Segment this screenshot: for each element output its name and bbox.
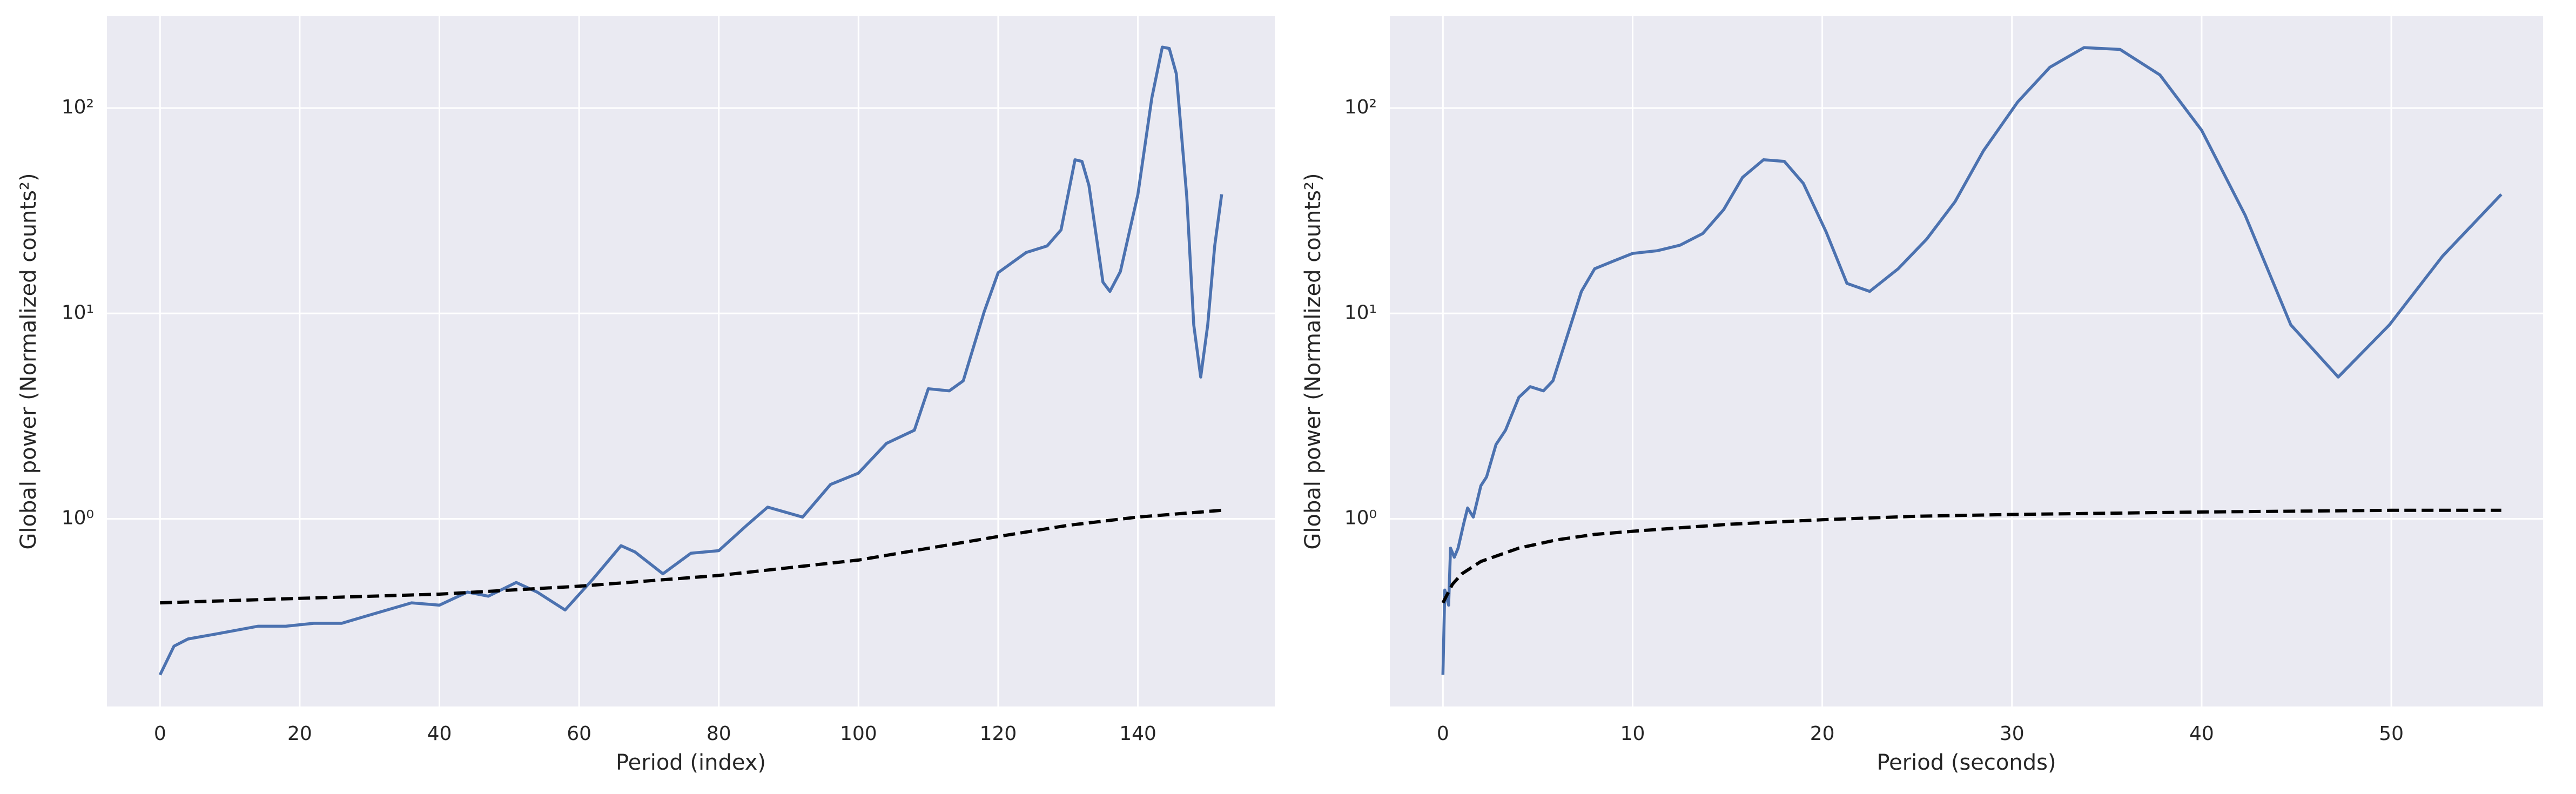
x-axis-label: Period (index): [616, 750, 766, 775]
x-tick-label: 20: [1810, 723, 1835, 745]
x-tick-label: 140: [1119, 723, 1156, 745]
data-line: [158, 45, 1223, 676]
data-line: [160, 508, 1222, 605]
y-axis-label: Global power (Normalized counts²): [1301, 173, 1326, 549]
y-tick-label: 10⁰: [62, 507, 94, 529]
x-tick-label: 50: [2379, 723, 2404, 745]
y-tick-label: 10¹: [62, 301, 94, 324]
y-tick-label: 10²: [1344, 96, 1377, 118]
x-tick-label: 10: [1620, 723, 1645, 745]
x-axis-label: Period (seconds): [1876, 750, 2056, 775]
x-tick-label: 20: [287, 723, 312, 745]
x-tick-label: 100: [840, 723, 877, 745]
x-tick-label: 120: [980, 723, 1017, 745]
x-tick-label: 80: [707, 723, 731, 745]
x-tick-label: 30: [2000, 723, 2025, 745]
y-tick-label: 10⁰: [1344, 507, 1377, 529]
data-line: [1441, 508, 2501, 604]
x-tick-label: 40: [2189, 723, 2214, 745]
y-tick-label: 10¹: [1344, 301, 1377, 324]
x-tick-label: 0: [1437, 723, 1449, 745]
data-line: [1441, 46, 2503, 675]
x-tick-label: 60: [567, 723, 591, 745]
x-tick-label: 0: [154, 723, 166, 745]
y-tick-label: 10²: [62, 96, 94, 118]
x-tick-label: 40: [427, 723, 452, 745]
plot-area: [1390, 16, 2543, 706]
y-axis-label: Global power (Normalized counts²): [16, 173, 41, 549]
plot-area: [107, 16, 1275, 706]
